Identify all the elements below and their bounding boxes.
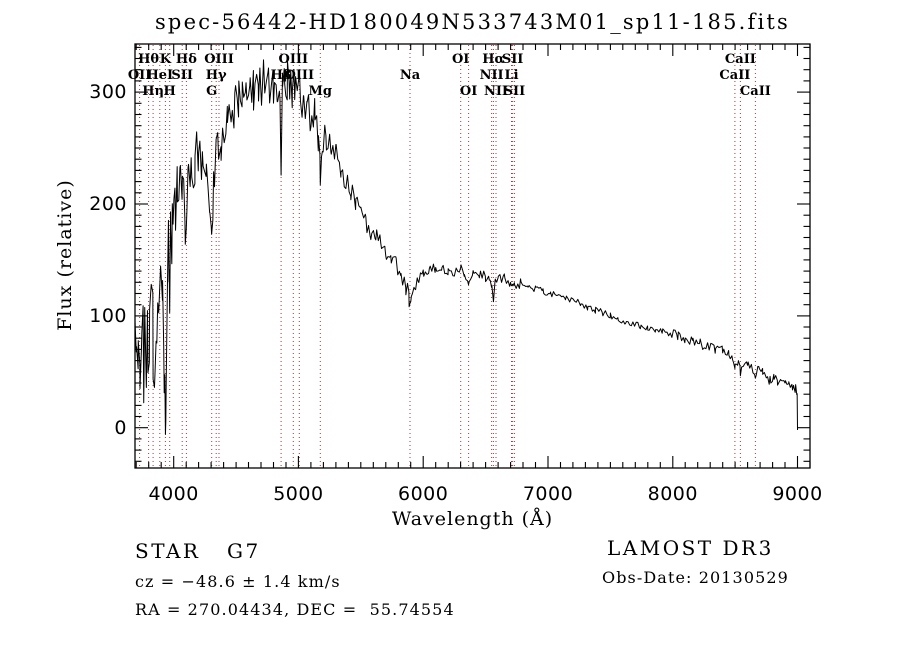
spectral-line-label: CaII bbox=[725, 52, 756, 67]
x-axis-label: Wavelength (Å) bbox=[391, 508, 554, 530]
spectral-line-label: K bbox=[160, 52, 172, 67]
spectral-line-label: OI bbox=[460, 84, 477, 99]
spectrum-curve bbox=[134, 59, 799, 435]
spectral-line-label: SII bbox=[504, 84, 526, 99]
x-tick-label: 9000 bbox=[772, 483, 823, 505]
x-tick-label: 6000 bbox=[398, 483, 449, 505]
spectral-line-label: OIII bbox=[279, 52, 309, 67]
spectral-line-label: Na bbox=[400, 68, 421, 83]
spectral-line-label: HeI bbox=[146, 68, 173, 83]
spectral-line-label: SII bbox=[502, 52, 524, 67]
y-tick-label: 300 bbox=[89, 81, 127, 104]
spectral-line-label: H bbox=[164, 84, 176, 99]
x-tick-label: 8000 bbox=[647, 483, 698, 505]
spectral-line-label: Hη bbox=[142, 84, 164, 99]
x-tick-label: 5000 bbox=[273, 483, 324, 505]
spectral-line-label: OIII bbox=[204, 52, 234, 67]
spectral-line-label: Hβ bbox=[271, 68, 292, 83]
spectral-line-label: Li bbox=[504, 68, 518, 83]
page-title: spec-56442-HD180049N533743M01_sp11-185.f… bbox=[154, 10, 791, 34]
x-tick-label: 7000 bbox=[522, 483, 574, 505]
spectral-line-label: OII bbox=[128, 68, 152, 83]
object-class-label: STAR G7 bbox=[135, 539, 261, 563]
spectral-line-label: CaII bbox=[740, 84, 771, 99]
spectral-line-label: SII bbox=[171, 68, 193, 83]
spectral-line-label: Hθ bbox=[138, 52, 159, 67]
ra-dec-label: RA = 270.04434, DEC = 55.74554 bbox=[135, 600, 455, 619]
spectral-line-label: NII bbox=[484, 84, 508, 99]
spectral-line-label: G bbox=[206, 84, 217, 99]
y-tick-label: 200 bbox=[89, 193, 127, 215]
x-tick-label: 4000 bbox=[148, 483, 199, 505]
spectral-line-label: Hα bbox=[482, 52, 504, 67]
spectral-line-label: Hδ bbox=[176, 52, 197, 67]
y-tick-label: 0 bbox=[114, 416, 127, 439]
spectral-line-label: NII bbox=[480, 68, 504, 83]
cz-velocity-label: cz = −48.6 ± 1.4 km/s bbox=[135, 572, 341, 591]
obs-date-label: Obs-Date: 20130529 bbox=[602, 568, 789, 587]
spectral-line-label: CaII bbox=[719, 68, 750, 83]
plot-frame bbox=[134, 43, 811, 469]
spectral-line-label: Mg bbox=[309, 84, 332, 99]
y-axis-label: Flux (relative) bbox=[54, 179, 76, 331]
spectral-line-label: Hγ bbox=[206, 68, 227, 83]
spectral-line-label: OI bbox=[452, 52, 469, 67]
y-tick-label: 100 bbox=[89, 304, 127, 327]
survey-label: LAMOST DR3 bbox=[607, 536, 774, 560]
spectral-line-label: OIII bbox=[285, 68, 315, 83]
